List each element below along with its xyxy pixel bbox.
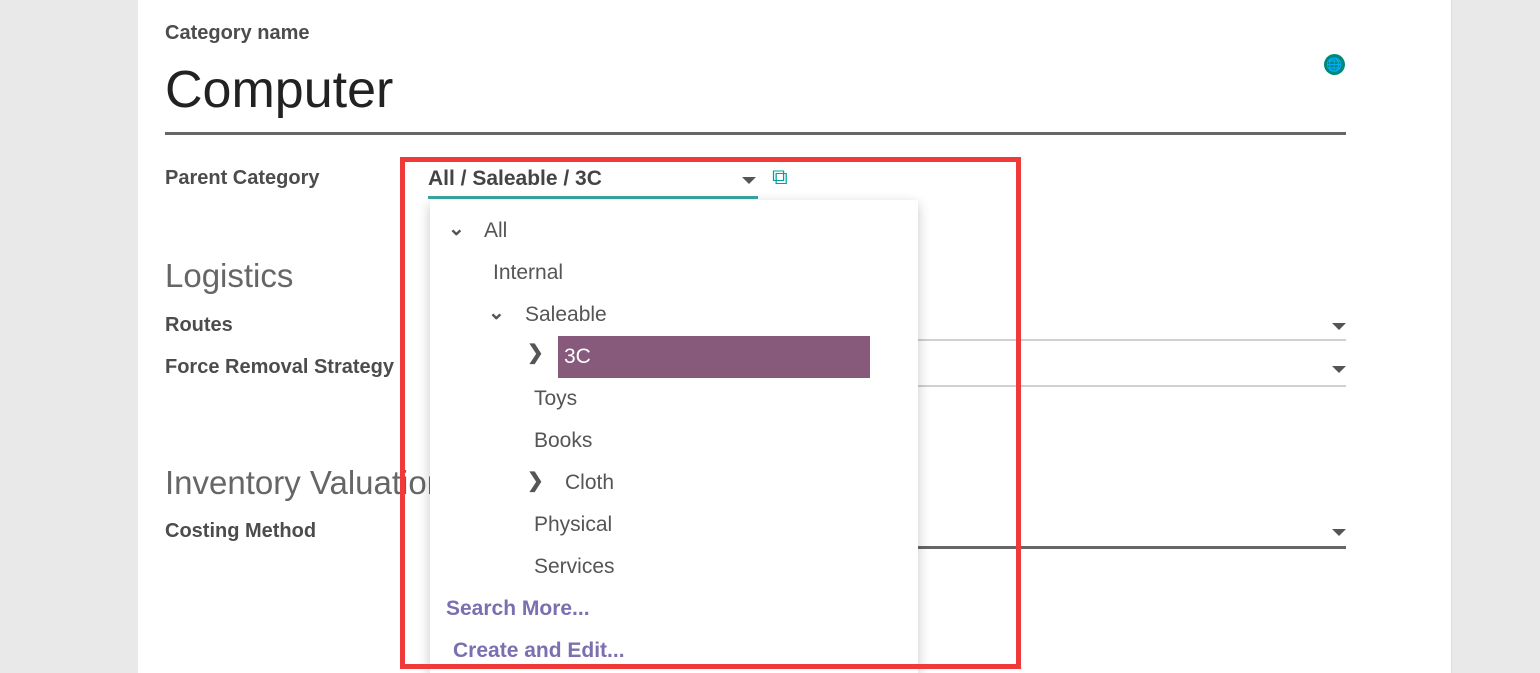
dropdown-item-cloth[interactable]: Cloth	[565, 471, 615, 494]
costing-method-input[interactable]	[918, 546, 1346, 549]
routes-input[interactable]	[918, 339, 1346, 341]
inventory-valuation-heading: Inventory Valuation	[165, 464, 446, 501]
routes-label: Routes	[165, 314, 233, 336]
costing-caret-icon[interactable]	[1332, 529, 1346, 536]
removal-strategy-label: Force Removal Strategy	[165, 356, 394, 378]
chevron-right-icon[interactable]: ❯	[527, 470, 544, 492]
parent-category-input[interactable]: All / Saleable / 3C	[428, 167, 758, 199]
search-more-link[interactable]: Search More...	[446, 597, 590, 620]
removal-caret-icon[interactable]	[1332, 366, 1346, 373]
name-underline	[165, 132, 1346, 135]
chevron-down-icon[interactable]: ⌄	[448, 218, 465, 240]
create-and-edit-link[interactable]: Create and Edit...	[453, 639, 625, 662]
dropdown-item-all[interactable]: All	[484, 219, 508, 242]
logistics-heading: Logistics	[165, 257, 294, 294]
dropdown-item-3c[interactable]: 3C	[558, 336, 870, 378]
routes-caret-icon[interactable]	[1332, 323, 1346, 330]
costing-method-label: Costing Method	[165, 520, 317, 542]
dropdown-item-services[interactable]: Services	[534, 555, 615, 578]
category-name-label: Category name	[165, 22, 310, 44]
dropdown-item-toys[interactable]: Toys	[534, 387, 578, 410]
globe-translate-icon[interactable]: 🌐	[1324, 54, 1345, 75]
parent-category-dropdown: ⌄ All Internal ⌄ Saleable ❯ 3C Toys Book…	[430, 200, 918, 673]
parent-category-label: Parent Category	[165, 167, 320, 189]
parent-category-value: All / Saleable / 3C	[428, 167, 602, 190]
dropdown-item-internal[interactable]: Internal	[493, 261, 564, 284]
external-link-icon[interactable]: ⧉	[772, 164, 788, 189]
chevron-down-icon[interactable]: ⌄	[488, 302, 505, 324]
dropdown-item-books[interactable]: Books	[534, 429, 593, 452]
category-name-input[interactable]: Computer	[165, 61, 394, 119]
dropdown-item-physical[interactable]: Physical	[534, 513, 613, 536]
dropdown-caret-icon[interactable]	[742, 177, 756, 184]
dropdown-item-saleable[interactable]: Saleable	[525, 303, 607, 326]
removal-strategy-input[interactable]	[918, 385, 1346, 387]
chevron-right-icon[interactable]: ❯	[527, 342, 544, 364]
